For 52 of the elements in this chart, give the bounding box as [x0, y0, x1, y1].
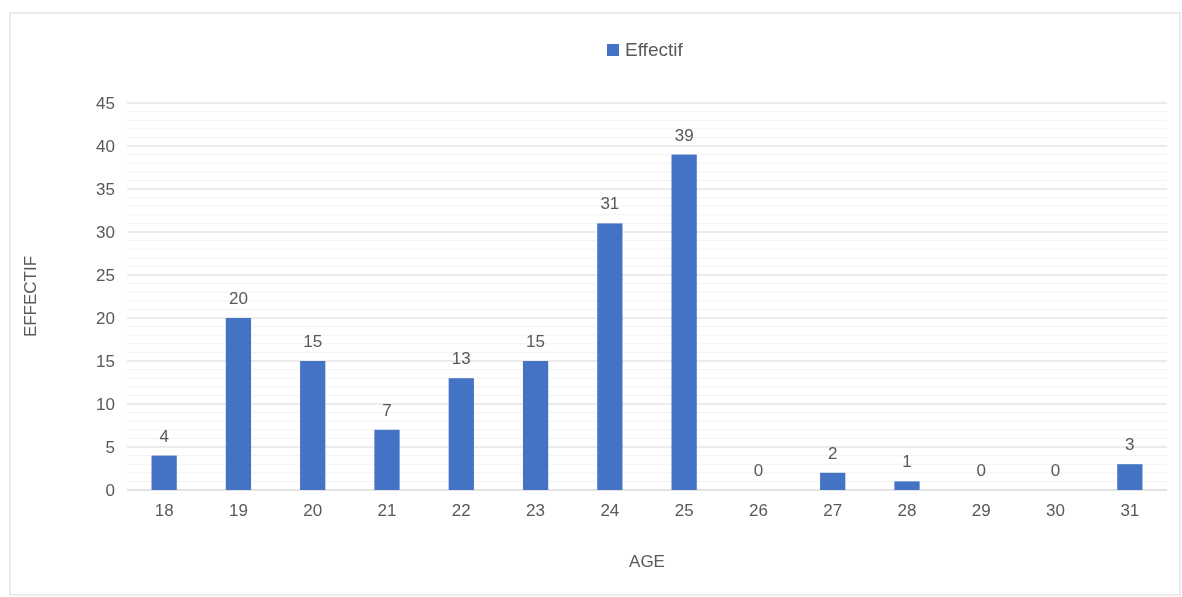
x-tick-label: 23 — [526, 501, 546, 521]
data-label: 39 — [674, 125, 694, 145]
x-tick-label: 31 — [1120, 501, 1140, 521]
x-tick-label: 22 — [451, 501, 471, 521]
x-tick-label: 18 — [154, 501, 174, 521]
y-tick-label: 5 — [105, 437, 115, 457]
y-tick-label: 20 — [96, 308, 115, 328]
data-label: 31 — [600, 194, 620, 214]
y-tick-label: 30 — [96, 222, 115, 242]
x-axis-title: AGE — [629, 552, 665, 571]
x-tick-label: 29 — [971, 501, 991, 521]
x-tick-label: 24 — [600, 501, 620, 521]
data-label: 0 — [976, 461, 987, 480]
y-axis-title: EFFECTIF — [21, 255, 40, 338]
bar — [820, 472, 846, 490]
data-label: 0 — [753, 461, 764, 480]
data-label: 15 — [303, 332, 323, 351]
data-label: 13 — [451, 349, 471, 369]
x-tick-label: 25 — [674, 501, 694, 521]
data-label: 20 — [228, 289, 248, 308]
x-tick-label: 21 — [377, 501, 397, 521]
data-label: 4 — [159, 426, 169, 446]
bar — [151, 455, 177, 490]
x-tick-label: 27 — [823, 501, 843, 521]
data-label: 2 — [827, 443, 838, 463]
data-label: 15 — [526, 332, 546, 351]
bar — [374, 429, 400, 490]
data-label: 1 — [902, 452, 912, 472]
x-tick-label: 26 — [748, 501, 768, 521]
y-tick-label: 25 — [96, 265, 115, 285]
legend-label: Effectif — [625, 39, 684, 60]
x-tick-label: 19 — [228, 501, 248, 521]
y-tick-label: 35 — [96, 179, 115, 199]
y-tick-label: 45 — [96, 93, 115, 113]
x-tick-label: 28 — [897, 501, 917, 521]
data-label: 3 — [1125, 435, 1135, 455]
bar — [1117, 464, 1143, 490]
y-tick-label: 40 — [96, 136, 115, 156]
y-tick-label: 0 — [105, 480, 115, 500]
bar — [894, 481, 920, 490]
data-label: 7 — [382, 400, 392, 420]
x-tick-label: 20 — [303, 501, 323, 521]
x-tick-label: 30 — [1046, 501, 1066, 521]
data-label: 0 — [1050, 461, 1061, 480]
bar — [300, 361, 326, 490]
y-tick-label: 10 — [96, 394, 115, 414]
bar — [522, 361, 549, 490]
bar — [448, 378, 474, 490]
bar — [225, 318, 252, 490]
bar — [597, 223, 623, 490]
bar — [671, 154, 697, 490]
y-tick-label: 15 — [96, 351, 115, 371]
